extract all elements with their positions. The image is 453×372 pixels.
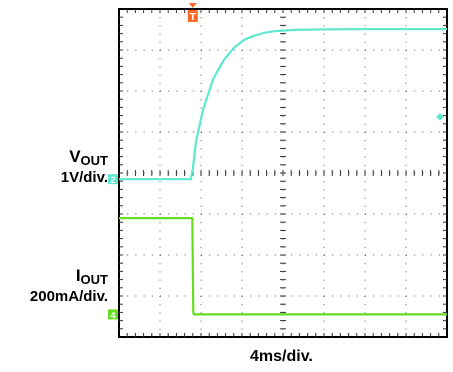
- channel-marker-vout: [108, 174, 118, 185]
- trigger-marker: [187, 10, 198, 22]
- right-level-marker-icon: ◆: [436, 112, 444, 123]
- vout-scale-label: 1V/div.: [60, 169, 108, 186]
- timebase-label: 4ms/div.: [250, 348, 313, 365]
- trigger-marker-label: T: [190, 12, 196, 23]
- graticule: [119, 9, 447, 337]
- traces: [119, 28, 447, 316]
- trace-vout: [119, 28, 447, 181]
- channel-markers: 2 4 T ◆: [108, 3, 444, 320]
- channel-marker-glyph: 4: [110, 310, 115, 320]
- channel-marker-iout: [108, 309, 118, 320]
- trace-iout: [119, 217, 447, 316]
- channel-marker-glyph: 2: [110, 175, 115, 185]
- iout-scale-label: 200mA/div.: [29, 288, 108, 305]
- vout-channel-name: VOUT: [69, 147, 108, 168]
- iout-channel-name: IOUT: [75, 266, 108, 287]
- trigger-arrow-icon: [188, 3, 197, 8]
